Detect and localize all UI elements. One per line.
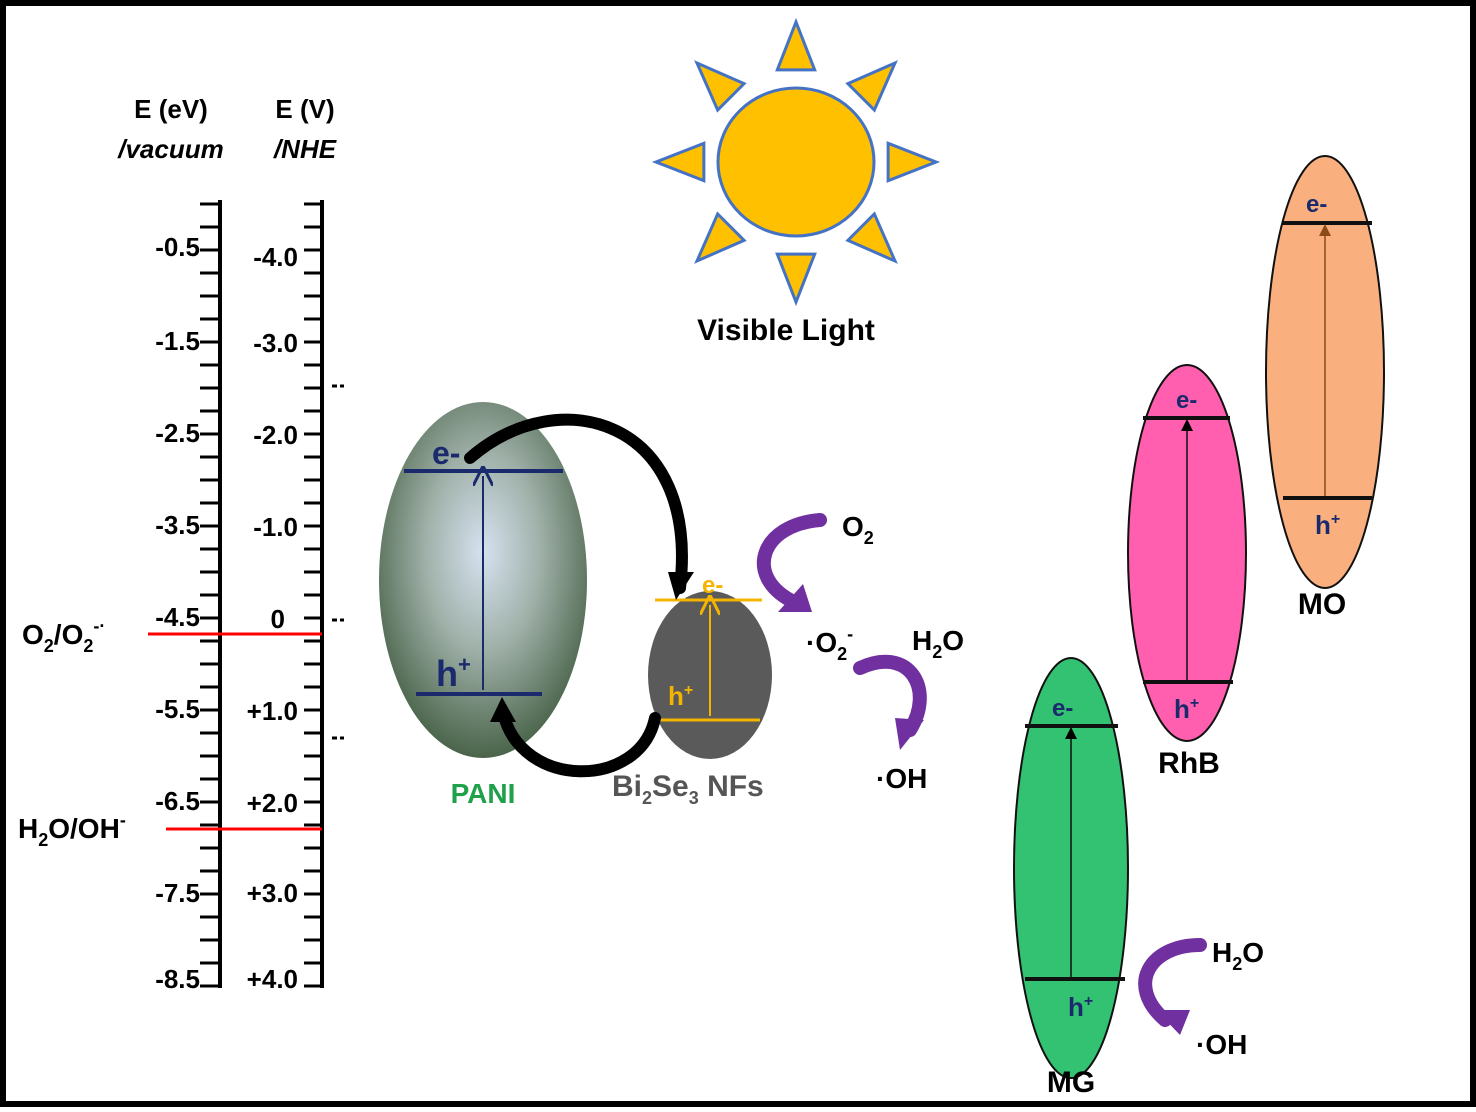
pani-label: PANI	[451, 778, 516, 809]
superoxide-product-label: ·O2-	[806, 624, 853, 664]
nhe-tick: +1.0	[247, 696, 298, 726]
mg-label: MG	[1047, 1066, 1095, 1099]
vacuum-header-line2: /vacuum	[117, 134, 224, 164]
nhe-tick: 0	[271, 604, 285, 634]
nhe-tick: -4.0	[253, 242, 298, 272]
nhe-header-line2: /NHE	[273, 134, 337, 164]
nhe-tick: -3.0	[253, 328, 298, 358]
dye-mg: e- h+ MG	[1013, 657, 1129, 1099]
sun-ray	[845, 211, 898, 264]
nhe-axis-header: E (V) /NHE	[273, 94, 337, 164]
vacuum-tick: -1.5	[155, 326, 200, 356]
h2o-oxidation-arrowhead-1	[895, 718, 924, 750]
mo-hole-label: h+	[1315, 510, 1340, 540]
vacuum-tick: -6.5	[155, 786, 200, 816]
pani-electron-label: e-	[432, 435, 460, 471]
nhe-header-line1: E (V)	[275, 94, 334, 124]
pani-hole-label: h+	[436, 652, 471, 694]
hydroxyl-product-label-2: ·OH	[1196, 1029, 1247, 1060]
visible-light-caption: Visible Light	[697, 314, 875, 347]
vacuum-tick: -8.5	[155, 964, 200, 994]
rhb-label: RhB	[1158, 747, 1220, 780]
rhb-hole-label: h+	[1174, 694, 1199, 724]
nhe-tick: -2.0	[253, 420, 298, 450]
nhe-tick-labels: -4.0 -3.0 -2.0 -1.0 0 +1.0 +2.0 +3.0 +4.…	[247, 242, 298, 994]
vacuum-tick: -7.5	[155, 878, 200, 908]
rhb-electron-label: e-	[1176, 387, 1197, 414]
bi2se3-hole-label: h+	[668, 681, 693, 711]
vacuum-tick-labels: -0.5 -1.5 -2.5 -3.5 -4.5 -5.5 -6.5 -7.5 …	[155, 232, 200, 994]
o2-reduction-arrow	[756, 513, 827, 607]
sun-ray	[694, 211, 747, 264]
mo-electron-label: e-	[1306, 191, 1327, 218]
sun-ray	[775, 17, 817, 72]
mg-electron-label: e-	[1052, 695, 1073, 722]
nhe-tick: -1.0	[253, 512, 298, 542]
sun-ray	[886, 141, 941, 183]
electron-transfer-arrowhead	[668, 572, 694, 600]
o2-reduction-arrowhead	[778, 584, 812, 612]
hole-transfer-arrowhead	[490, 697, 516, 722]
vacuum-tick: -2.5	[155, 418, 200, 448]
vacuum-tick: -0.5	[155, 232, 200, 262]
vacuum-tick: -4.5	[155, 602, 200, 632]
sun-disc	[716, 86, 876, 238]
o2-superoxide-label: O2/O2-·	[22, 616, 105, 656]
o2-reactant-label: O2	[842, 511, 874, 548]
nhe-tick: +3.0	[247, 878, 298, 908]
sun-ray	[845, 60, 898, 113]
bi2se3-band: e- h+	[648, 572, 772, 759]
sun-ray	[694, 60, 747, 113]
h2o-oxidation-arrow-2	[1138, 938, 1207, 1027]
pani-band: e- h+	[379, 402, 587, 758]
vacuum-tick: -5.5	[155, 694, 200, 724]
h2o-reactant-label-1: H2O	[912, 625, 964, 662]
electron-transfer-arrow	[464, 413, 688, 594]
h2o-hydroxyl-label: H2O/OH-	[18, 810, 126, 850]
vacuum-axis-header: E (eV) /vacuum	[117, 94, 224, 164]
dye-mo: e- h+ MO	[1265, 155, 1385, 621]
dye-rhb: e- h+ RhB	[1127, 364, 1247, 780]
mg-hole-label: h+	[1068, 992, 1093, 1022]
hole-transfer-arrow	[497, 706, 661, 778]
vacuum-header-line1: E (eV)	[134, 94, 208, 124]
nhe-tick: +4.0	[247, 964, 298, 994]
vacuum-tick: -3.5	[155, 510, 200, 540]
h2o-reactant-label-2: H2O	[1212, 937, 1264, 974]
h2o-oxidation-arrowhead-2	[1156, 1010, 1190, 1035]
hydroxyl-product-label-1: ·OH	[876, 763, 927, 794]
bi2se3-label: Bi2Se3 NFs	[612, 770, 764, 808]
axis-dash-marks	[332, 384, 344, 740]
h2o-oxidation-arrow-1	[853, 654, 927, 737]
nhe-tick: +2.0	[247, 788, 298, 818]
bi2se3-electron-label: e-	[702, 572, 723, 599]
sun-ray	[775, 252, 817, 307]
axis-minor-ticks	[200, 202, 322, 988]
sun-ray	[651, 141, 706, 183]
mo-label: MO	[1298, 588, 1346, 621]
sun-rays	[651, 17, 941, 307]
sun-icon	[651, 17, 941, 307]
